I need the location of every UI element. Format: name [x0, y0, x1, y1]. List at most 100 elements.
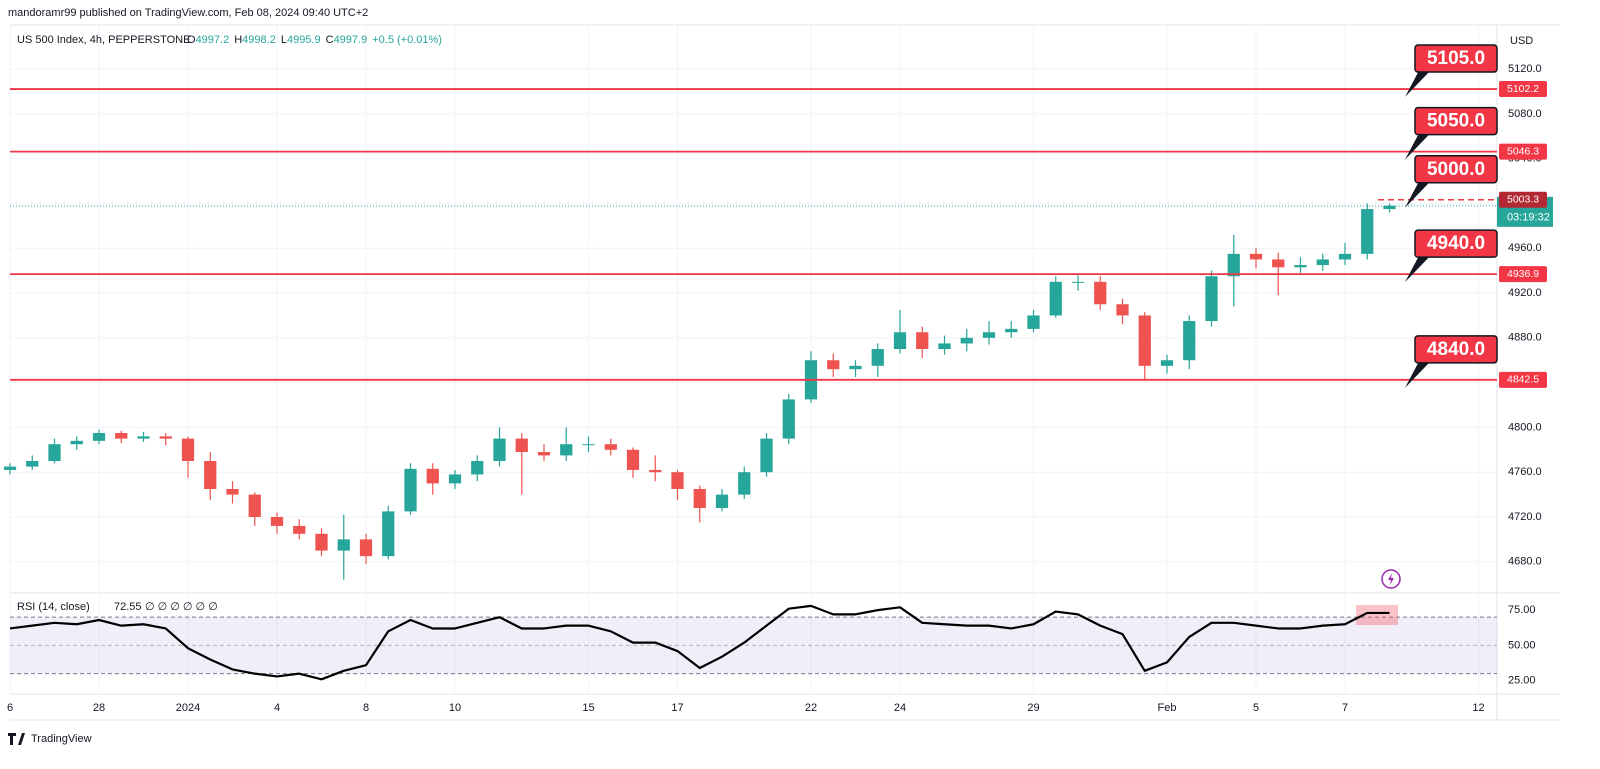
candle-body	[1205, 276, 1218, 322]
candle-body	[560, 444, 573, 456]
candle-body	[1183, 321, 1196, 361]
callout-box	[1414, 335, 1498, 364]
level-price-label: 5003.3	[1507, 194, 1539, 206]
candle-body	[270, 516, 284, 526]
y-tick-label: 4720.0	[1508, 511, 1542, 523]
level-price-box	[1499, 143, 1547, 160]
candle-body	[982, 332, 996, 338]
level-price-label: 5102.2	[1507, 83, 1539, 95]
candle-body	[537, 452, 551, 456]
candle-body	[916, 332, 929, 350]
candle-body	[448, 474, 462, 484]
level-price-label: 5046.3	[1507, 145, 1539, 157]
candle-body	[493, 438, 506, 461]
candle-body	[115, 433, 128, 439]
x-tick-label: 8	[363, 702, 369, 714]
candle-body	[1160, 360, 1174, 366]
ohlc-value: 4997.9	[334, 34, 368, 46]
candle-body	[938, 343, 951, 350]
candle-body	[960, 337, 973, 344]
y-tick-label: 50.00	[1508, 639, 1536, 651]
candle-body	[137, 436, 150, 439]
currency: USD	[1510, 35, 1533, 47]
callout-box	[1414, 106, 1498, 136]
candle-body	[604, 444, 617, 450]
candle-body	[359, 539, 373, 557]
candle-body	[782, 399, 795, 439]
y-tick-label: 4760.0	[1508, 466, 1542, 478]
level-price-label: 4936.9	[1507, 268, 1539, 280]
y-tick-label: 75.00	[1508, 604, 1536, 616]
overbought-highlight	[1356, 605, 1398, 625]
x-tick-label: 2024	[176, 702, 200, 714]
candle-body	[26, 460, 39, 467]
x-tick-label: 17	[671, 702, 683, 714]
candle-body	[827, 360, 840, 370]
candle-body	[760, 438, 773, 473]
candle-body	[671, 472, 684, 489]
y-tick-label: 4800.0	[1508, 421, 1542, 433]
candle-body	[649, 469, 662, 473]
candle-body	[515, 438, 528, 453]
callout-pointer	[1405, 65, 1430, 98]
candle-body	[693, 488, 706, 509]
ohlc-key: L	[281, 34, 287, 46]
x-tick-label: 29	[1027, 702, 1039, 714]
y-tick-label: 4680.0	[1508, 556, 1542, 568]
candle-body	[626, 449, 640, 470]
candle-body	[226, 488, 239, 495]
candle-body	[1316, 259, 1329, 266]
footer: TradingView	[31, 733, 92, 745]
callout-pointer	[1405, 355, 1430, 388]
candle-body	[315, 533, 328, 551]
x-tick-label: 12	[1472, 702, 1484, 714]
callout-pointer	[1405, 250, 1430, 283]
rsi-value: 72.55	[114, 601, 142, 613]
y-tick-label: 25.00	[1508, 675, 1536, 687]
candle-body	[715, 494, 729, 509]
callout-label: 5050.0	[1427, 111, 1485, 132]
candle-body	[849, 365, 862, 370]
candle-body	[1227, 253, 1240, 277]
candle-body	[404, 468, 417, 512]
candle-body	[471, 460, 484, 475]
candle-body	[1027, 315, 1040, 329]
candle-body	[3, 466, 17, 470]
ohlc: O4997.2 H4998.2 L4995.9 C4997.9 +0.5 (+0.01%…	[187, 34, 442, 46]
candle-body	[1249, 253, 1263, 260]
ohlc-key: H	[234, 34, 242, 46]
ohlc-key: O	[187, 34, 196, 46]
candle-body	[181, 438, 195, 461]
x-tick-label: 28	[93, 702, 105, 714]
callout-box	[1414, 229, 1498, 258]
candle-body	[1005, 328, 1018, 333]
candle-body	[1338, 253, 1352, 260]
candle-body	[337, 539, 350, 551]
alert-icon[interactable]	[1381, 569, 1401, 589]
candle-body	[871, 349, 884, 366]
candle-body	[426, 468, 439, 484]
ohlc-value: 4997.2	[196, 34, 230, 46]
x-tick-label: 22	[805, 702, 817, 714]
logo-mark	[8, 733, 25, 745]
level-price-box	[1499, 266, 1547, 283]
candle-body	[293, 525, 306, 534]
callout-box	[1414, 155, 1498, 184]
rsi-line	[9, 604, 1390, 681]
candle-body	[1272, 259, 1285, 268]
candle-body	[159, 436, 172, 439]
callout-box	[1414, 44, 1498, 73]
rsi-inputs: ∅ ∅ ∅ ∅ ∅ ∅	[145, 601, 218, 613]
y-tick-label: 4920.0	[1508, 287, 1542, 299]
y-tick-label: 4880.0	[1508, 332, 1542, 344]
candle-body	[92, 433, 106, 441]
candle-body	[893, 332, 907, 350]
candle-body	[1116, 304, 1129, 316]
rsi-name: RSI (14, close)	[17, 601, 90, 613]
y-tick-label: 5080.0	[1508, 108, 1542, 120]
callout-label: 4840.0	[1427, 339, 1485, 360]
callout-label: 5000.0	[1427, 159, 1485, 180]
ohlc-value: 4995.9	[287, 34, 321, 46]
candle-body	[1094, 281, 1107, 305]
